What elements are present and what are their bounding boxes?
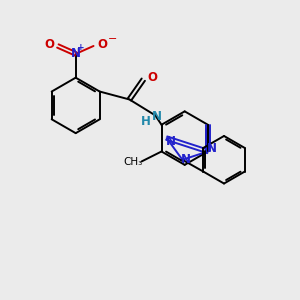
Text: O: O bbox=[44, 38, 54, 52]
Text: CH₃: CH₃ bbox=[123, 158, 142, 167]
Text: O: O bbox=[98, 38, 107, 52]
Text: O: O bbox=[147, 71, 157, 84]
Text: N: N bbox=[166, 135, 176, 148]
Text: N: N bbox=[207, 142, 217, 155]
Text: +: + bbox=[77, 44, 85, 52]
Text: −: − bbox=[108, 34, 117, 44]
Text: H: H bbox=[141, 115, 151, 128]
Text: N: N bbox=[71, 47, 81, 60]
Text: N: N bbox=[182, 153, 191, 166]
Text: N: N bbox=[152, 110, 162, 123]
